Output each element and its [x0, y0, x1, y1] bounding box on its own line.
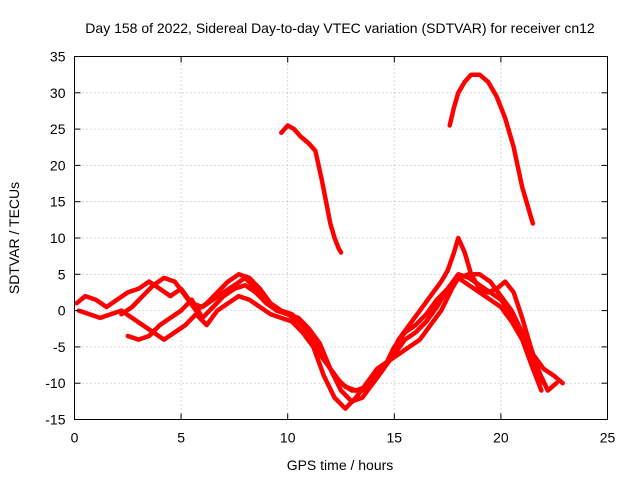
y-axis-label: SDTVAR / TECUs	[6, 182, 22, 294]
x-tick-label: 10	[280, 430, 296, 446]
y-tick-label: -15	[45, 412, 65, 428]
x-tick-label: 5	[177, 430, 185, 446]
y-tick-label: 25	[50, 121, 66, 137]
y-tick-label: -10	[45, 375, 65, 391]
y-tick-label: 30	[50, 85, 66, 101]
y-tick-label: 15	[50, 194, 66, 210]
series-arc-4	[119, 235, 559, 393]
y-tick-label: 5	[58, 266, 66, 282]
series-arc-2	[76, 275, 544, 411]
x-tick-label: 0	[71, 430, 79, 446]
series-layer	[74, 72, 565, 411]
series-arc-6	[447, 72, 536, 226]
x-tick-label: 15	[387, 430, 403, 446]
plot-frame	[74, 56, 608, 420]
axes: 0 5 10 15 20 25 -15 -10 -5 0 5 10 15 20 25 30 35	[45, 49, 615, 446]
grid	[74, 56, 608, 420]
y-tick-label: 10	[50, 230, 66, 246]
y-tick-label: 20	[50, 157, 66, 173]
chart-title: Day 158 of 2022, Sidereal Day-to-day VTE…	[85, 20, 595, 36]
x-tick-label: 20	[493, 430, 509, 446]
y-tick-label: -5	[53, 339, 66, 355]
series-arc-5	[279, 123, 344, 255]
y-tick-label: 35	[50, 49, 66, 65]
x-axis-label: GPS time / hours	[287, 457, 394, 473]
y-tick-label: 0	[58, 303, 66, 319]
x-tick-label: 25	[600, 430, 616, 446]
